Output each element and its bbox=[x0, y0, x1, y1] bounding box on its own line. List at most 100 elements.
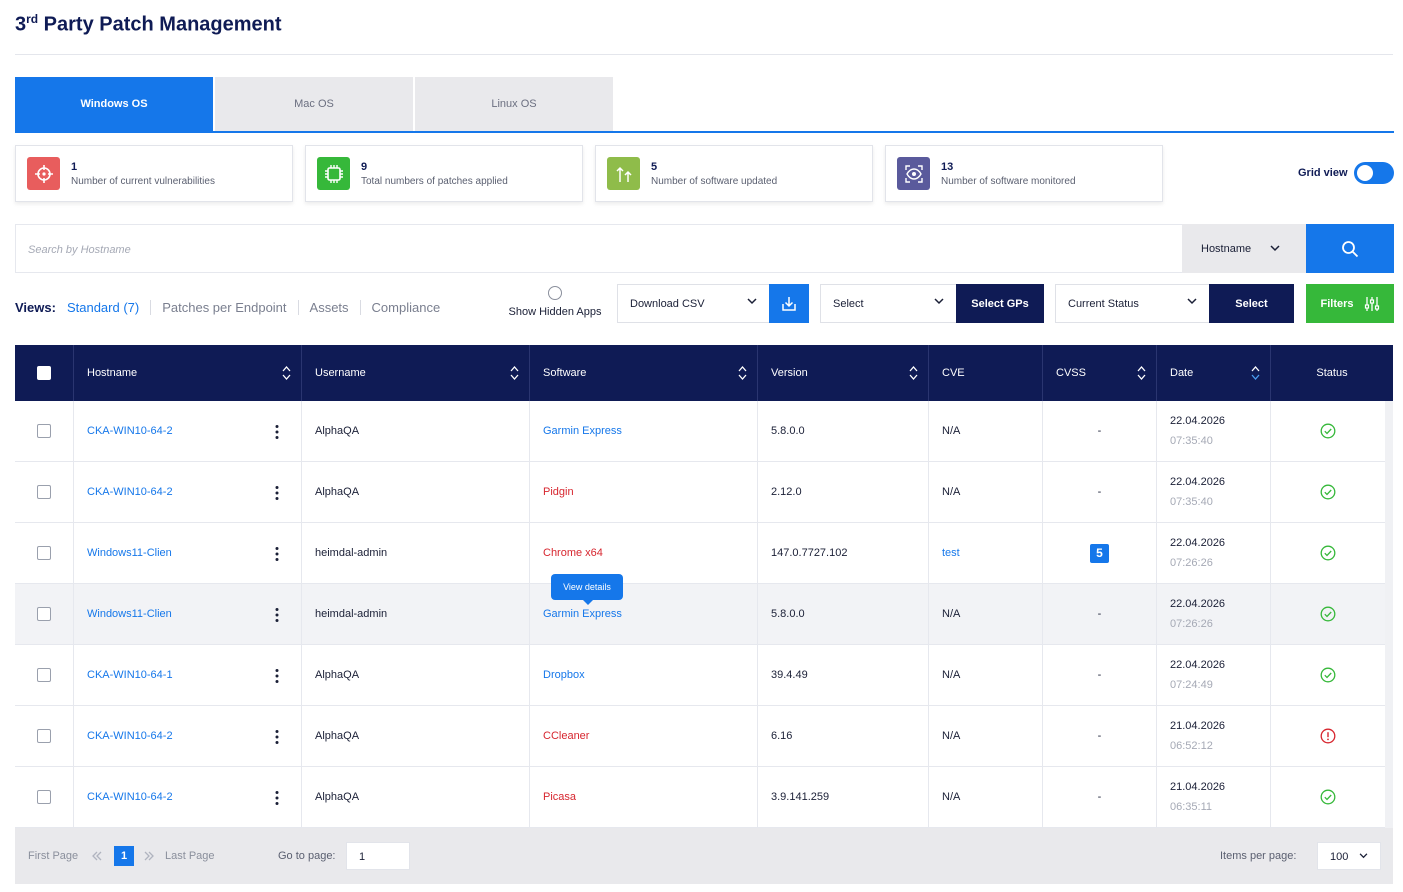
table-row[interactable]: Windows11-Clien heimdal-admin Garmin Expre… bbox=[15, 584, 1385, 645]
tab-mac-os[interactable]: Mac OS bbox=[215, 77, 413, 131]
download-csv-select[interactable]: Download CSV bbox=[617, 284, 770, 323]
time-value: 06:35:11 bbox=[1170, 801, 1213, 813]
stat-value: 1 bbox=[71, 160, 78, 173]
software-cell: Picasa bbox=[530, 767, 758, 827]
select-all-checkbox[interactable] bbox=[37, 366, 51, 380]
cvss-cell: - bbox=[1043, 706, 1157, 766]
header-cve: CVE bbox=[929, 345, 1043, 401]
cve-value: N/A bbox=[942, 425, 961, 437]
status-cell bbox=[1271, 645, 1385, 705]
hostname-link[interactable]: CKA-WIN10-64-2 bbox=[87, 486, 173, 498]
grid-view-label: Grid view bbox=[1298, 167, 1348, 179]
version-cell: 147.0.7727.102 bbox=[758, 523, 929, 583]
search-field-select[interactable]: Hostname bbox=[1182, 224, 1306, 273]
row-checkbox[interactable] bbox=[37, 546, 51, 560]
software-link[interactable]: Dropbox bbox=[543, 669, 585, 681]
search-icon bbox=[1342, 240, 1359, 257]
kebab-menu-icon[interactable] bbox=[275, 729, 279, 745]
table-row[interactable]: CKA-WIN10-64-2 AlphaQA CCleaner 6.16 N/A - 21.… bbox=[15, 706, 1385, 767]
grid-view-toggle[interactable] bbox=[1354, 162, 1394, 184]
hostname-link[interactable]: CKA-WIN10-64-2 bbox=[87, 425, 173, 437]
software-link[interactable]: Picasa bbox=[543, 791, 577, 803]
view-standard[interactable]: Standard (7) bbox=[66, 300, 140, 315]
kebab-menu-icon[interactable] bbox=[275, 424, 279, 440]
view-patches-per-endpoint[interactable]: Patches per Endpoint bbox=[150, 300, 297, 315]
filters-button[interactable]: Filters bbox=[1306, 284, 1394, 323]
double-chevron-right-icon[interactable] bbox=[143, 850, 155, 862]
software-link[interactable]: Garmin Express bbox=[543, 608, 622, 620]
kebab-menu-icon[interactable] bbox=[275, 790, 279, 806]
date-value: 22.04.2026 bbox=[1170, 659, 1226, 671]
header-hostname[interactable]: Hostname bbox=[74, 345, 302, 401]
table-row[interactable]: CKA-WIN10-64-2 AlphaQA Pidgin 2.12.0 N/A - 22.… bbox=[15, 462, 1385, 523]
crosshair-icon bbox=[27, 157, 60, 190]
hostname-link[interactable]: Windows11-Clien bbox=[87, 608, 172, 620]
row-checkbox[interactable] bbox=[37, 485, 51, 499]
row-checkbox[interactable] bbox=[37, 729, 51, 743]
cvss-badge[interactable]: 5 bbox=[1090, 543, 1109, 563]
date-value: 21.04.2026 bbox=[1170, 720, 1226, 732]
kebab-menu-icon[interactable] bbox=[275, 485, 279, 501]
table-row[interactable]: CKA-WIN10-64-2 AlphaQA Garmin Express 5.8.0… bbox=[15, 401, 1385, 462]
version-cell: 3.9.141.259 bbox=[758, 767, 929, 827]
row-checkbox[interactable] bbox=[37, 424, 51, 438]
header-software[interactable]: Software bbox=[530, 345, 758, 401]
username-value: AlphaQA bbox=[315, 669, 360, 681]
cvss-cell: 5 bbox=[1043, 523, 1157, 583]
download-button[interactable] bbox=[769, 284, 809, 323]
kebab-menu-icon[interactable] bbox=[275, 668, 279, 684]
version-value: 5.8.0.0 bbox=[771, 608, 805, 620]
header-label: Hostname bbox=[87, 367, 138, 379]
row-checkbox[interactable] bbox=[37, 607, 51, 621]
hostname-link[interactable]: CKA-WIN10-64-1 bbox=[87, 669, 173, 681]
last-page-link[interactable]: Last Page bbox=[165, 850, 215, 862]
row-select-cell bbox=[15, 767, 74, 827]
tab-linux-os[interactable]: Linux OS bbox=[415, 77, 613, 131]
show-hidden-apps-radio[interactable] bbox=[548, 286, 562, 300]
hostname-link[interactable]: Windows11-Clien bbox=[87, 547, 172, 559]
hostname-link[interactable]: CKA-WIN10-64-2 bbox=[87, 791, 173, 803]
search-input[interactable]: Search by Hostname bbox=[15, 224, 1182, 273]
header-username[interactable]: Username bbox=[302, 345, 530, 401]
goto-page-input[interactable]: 1 bbox=[346, 842, 410, 870]
hostname-link[interactable]: CKA-WIN10-64-2 bbox=[87, 730, 173, 742]
software-link[interactable]: Garmin Express bbox=[543, 425, 622, 437]
current-status-select[interactable]: Current Status bbox=[1055, 284, 1210, 323]
software-link[interactable]: Pidgin bbox=[543, 486, 574, 498]
table-row[interactable]: CKA-WIN10-64-2 AlphaQA Picasa 3.9.141.259 N/… bbox=[15, 767, 1385, 828]
header-version[interactable]: Version bbox=[758, 345, 929, 401]
items-per-page-select[interactable]: 100 bbox=[1317, 842, 1381, 870]
double-chevron-left-icon[interactable] bbox=[91, 850, 103, 862]
software-link[interactable]: CCleaner bbox=[543, 730, 590, 742]
table-row[interactable]: Windows11-Clien heimdal-admin Chrome x64 14… bbox=[15, 523, 1385, 584]
table-scrollbar[interactable] bbox=[1385, 401, 1393, 829]
search-button[interactable] bbox=[1306, 224, 1394, 273]
header-date[interactable]: Date bbox=[1157, 345, 1271, 401]
cve-value[interactable]: test bbox=[942, 547, 960, 559]
table-row[interactable]: CKA-WIN10-64-1 AlphaQA Dropbox 39.4.49 N/A - 2… bbox=[15, 645, 1385, 706]
tab-windows-os[interactable]: Windows OS bbox=[15, 77, 213, 131]
kebab-menu-icon[interactable] bbox=[275, 546, 279, 562]
row-checkbox[interactable] bbox=[37, 790, 51, 804]
version-value: 2.12.0 bbox=[771, 486, 802, 498]
gp-select[interactable]: Select bbox=[820, 284, 957, 323]
view-compliance[interactable]: Compliance bbox=[359, 300, 452, 315]
version-value: 3.9.141.259 bbox=[771, 791, 830, 803]
view-assets[interactable]: Assets bbox=[297, 300, 360, 315]
kebab-menu-icon[interactable] bbox=[275, 607, 279, 623]
show-hidden-apps[interactable]: Show Hidden Apps bbox=[503, 286, 607, 318]
username-value: AlphaQA bbox=[315, 730, 360, 742]
select-gps-button[interactable]: Select GPs bbox=[956, 284, 1044, 323]
first-page-link[interactable]: First Page bbox=[28, 850, 79, 862]
software-link[interactable]: Chrome x64 bbox=[543, 547, 603, 559]
items-per-page-value: 100 bbox=[1330, 851, 1349, 863]
row-checkbox[interactable] bbox=[37, 668, 51, 682]
select-status-button[interactable]: Select bbox=[1209, 284, 1294, 323]
current-page-button[interactable]: 1 bbox=[114, 846, 134, 866]
cve-value: N/A bbox=[942, 486, 961, 498]
header-cvss[interactable]: CVSS bbox=[1043, 345, 1157, 401]
stat-card-patches: 9 Total numbers of patches applied bbox=[305, 145, 583, 202]
cve-cell: test bbox=[929, 523, 1043, 583]
status-cell bbox=[1271, 462, 1385, 522]
cvss-cell: - bbox=[1043, 584, 1157, 644]
